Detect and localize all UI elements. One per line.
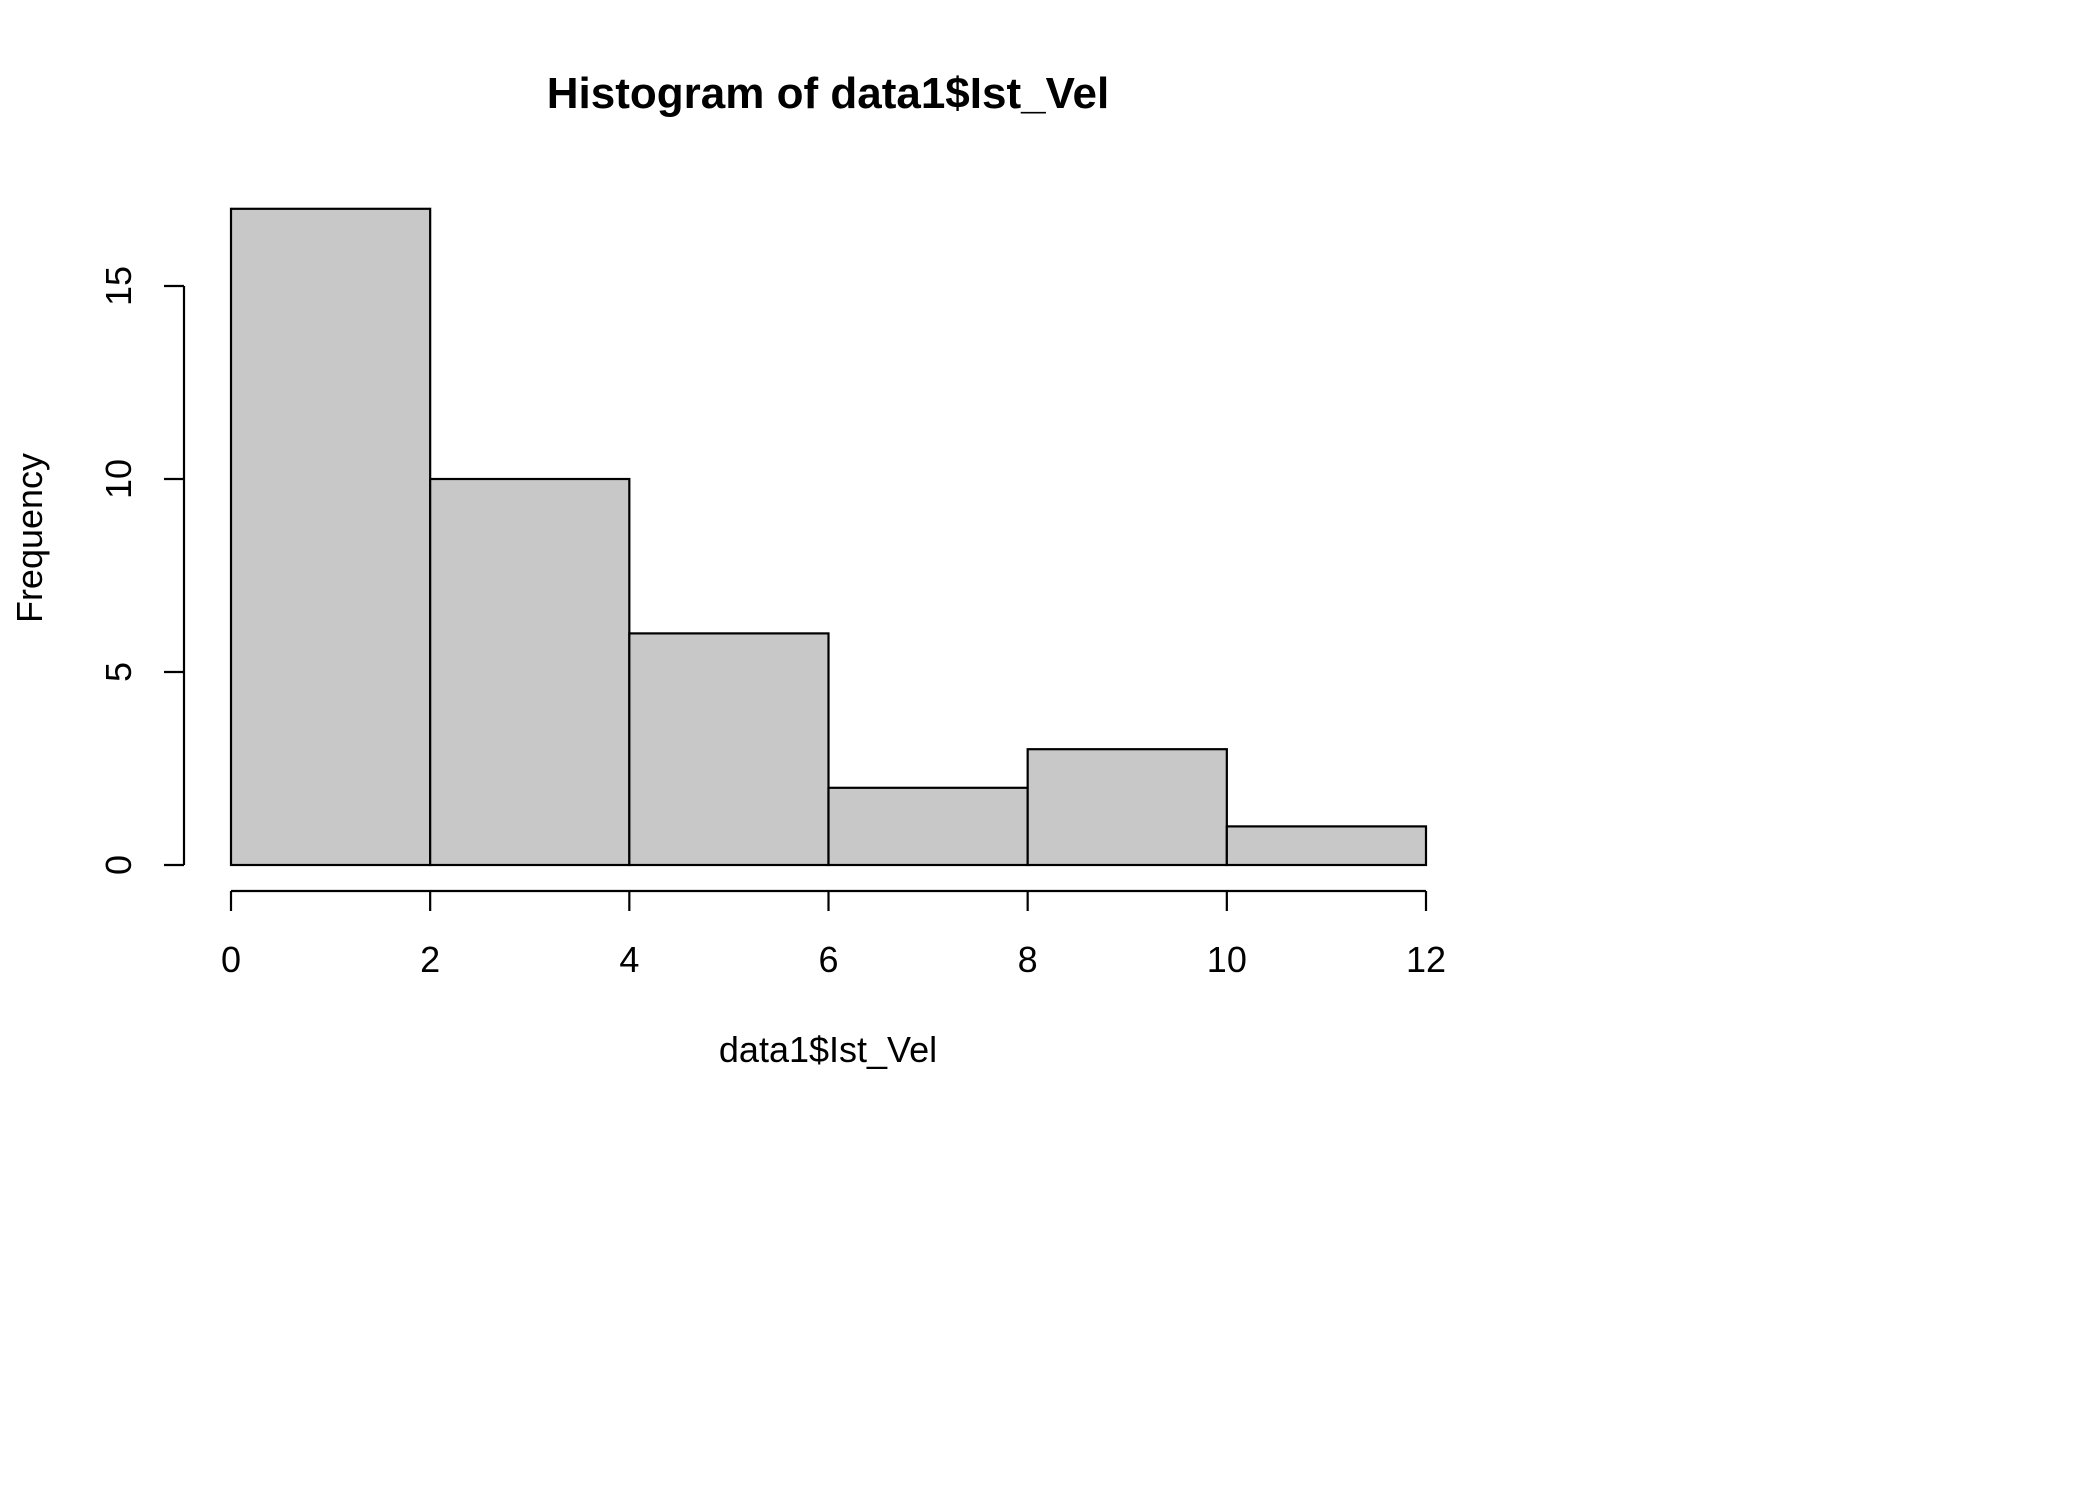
x-axis-title: data1$Ist_Vel: [719, 1029, 937, 1070]
y-tick-label: 0: [98, 855, 139, 875]
chart-title: Histogram of data1$Ist_Vel: [547, 69, 1109, 118]
x-axis: 0 2 4 6 8 10 12: [221, 889, 1446, 980]
x-tick-label: 0: [221, 939, 241, 980]
histogram-bar: [1026, 748, 1228, 867]
x-tick-label: 4: [619, 939, 639, 980]
x-tick-label: 8: [1018, 939, 1038, 980]
y-axis: 0 5 10 15: [98, 266, 186, 875]
x-tick-label: 10: [1207, 939, 1247, 980]
histogram-bar: [229, 207, 432, 867]
histogram-bar: [827, 786, 1029, 867]
histogram-bar: [628, 632, 830, 867]
y-axis-title: Frequency: [9, 453, 50, 623]
x-tick-label: 6: [818, 939, 838, 980]
x-tick-label: 2: [420, 939, 440, 980]
y-tick-label: 15: [98, 266, 139, 306]
x-tick-label: 12: [1406, 939, 1446, 980]
histogram-bars: [229, 207, 1428, 867]
y-tick-label: 10: [98, 459, 139, 499]
histogram-bar: [429, 477, 631, 867]
histogram-chart: Histogram of data1$Ist_Vel 0 2 4 6 8 10 12 0 5 1…: [9, 69, 1447, 1070]
histogram-bar: [1225, 825, 1428, 867]
y-tick-label: 5: [98, 662, 139, 682]
